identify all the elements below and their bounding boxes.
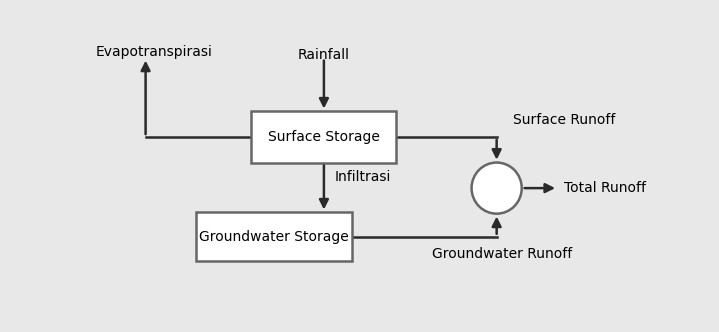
Text: Infiltrasi: Infiltrasi: [335, 170, 391, 184]
Text: Groundwater Runoff: Groundwater Runoff: [432, 247, 572, 261]
Text: Surface Runoff: Surface Runoff: [513, 113, 615, 127]
Text: Evapotranspirasi: Evapotranspirasi: [96, 45, 212, 59]
Text: Rainfall: Rainfall: [298, 47, 350, 61]
Ellipse shape: [472, 163, 522, 214]
Text: Total Runoff: Total Runoff: [564, 181, 646, 195]
FancyBboxPatch shape: [196, 212, 352, 261]
FancyBboxPatch shape: [252, 112, 396, 163]
Text: Groundwater Storage: Groundwater Storage: [199, 230, 349, 244]
Text: Surface Storage: Surface Storage: [268, 130, 380, 144]
